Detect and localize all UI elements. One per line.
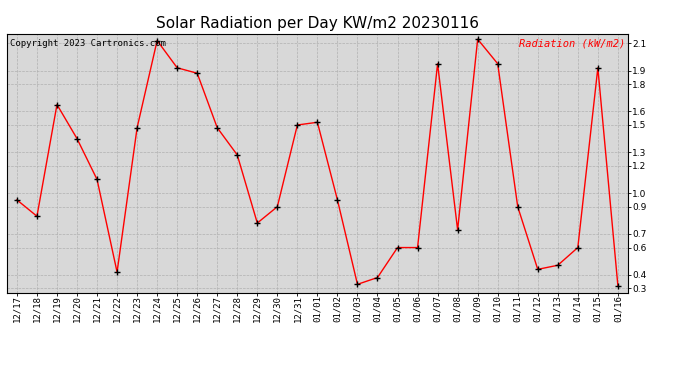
Text: Copyright 2023 Cartronics.com: Copyright 2023 Cartronics.com [10, 39, 166, 48]
Text: Radiation (kW/m2): Radiation (kW/m2) [519, 39, 625, 49]
Title: Solar Radiation per Day KW/m2 20230116: Solar Radiation per Day KW/m2 20230116 [156, 16, 479, 31]
